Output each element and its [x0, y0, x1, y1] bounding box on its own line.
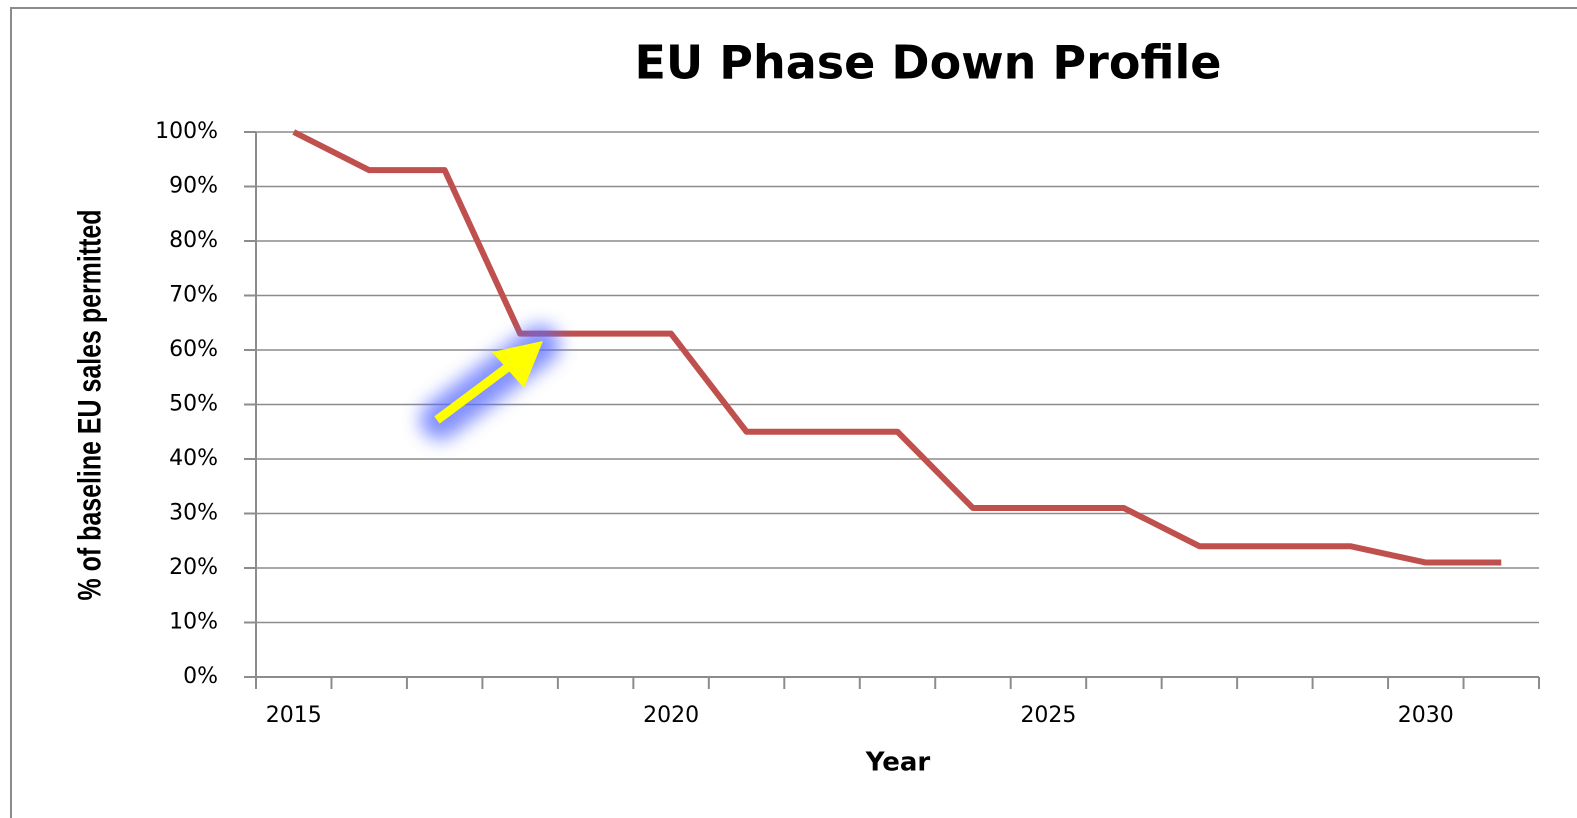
plot-area: 0% 10% 20% 30% 40% 50% 60% 70% 80% 90% 100% 2015 202…	[155, 119, 1540, 728]
x-tick-label: 2030	[1398, 703, 1454, 728]
arrow-head	[492, 341, 543, 388]
y-tick-label: 10%	[169, 610, 218, 635]
x-tick-label: 2020	[643, 703, 699, 728]
chart-title: EU Phase Down Profile	[635, 36, 1222, 90]
y-tick-label: 50%	[169, 392, 218, 417]
arrow-annotation	[420, 325, 560, 440]
y-tick-label: 80%	[169, 228, 218, 253]
y-tick-label: 100%	[155, 119, 218, 144]
y-tick-label: 0%	[183, 664, 218, 689]
data-line	[292, 129, 1502, 566]
x-axis-title: Year	[865, 748, 931, 778]
y-tick-label: 20%	[169, 555, 218, 580]
y-tick-label: 40%	[169, 446, 218, 471]
x-tick-label: 2025	[1020, 703, 1076, 728]
arrow-shaft	[434, 354, 523, 424]
y-tick-label: 30%	[169, 501, 218, 526]
y-tick-label: 70%	[169, 283, 218, 308]
y-axis-title: % of baseline EU sales permitted	[73, 209, 109, 600]
chart-frame	[10, 7, 1577, 818]
y-tick-label: 60%	[169, 337, 218, 362]
y-tick-label: 90%	[169, 174, 218, 199]
x-tick-label: 2015	[266, 703, 322, 728]
